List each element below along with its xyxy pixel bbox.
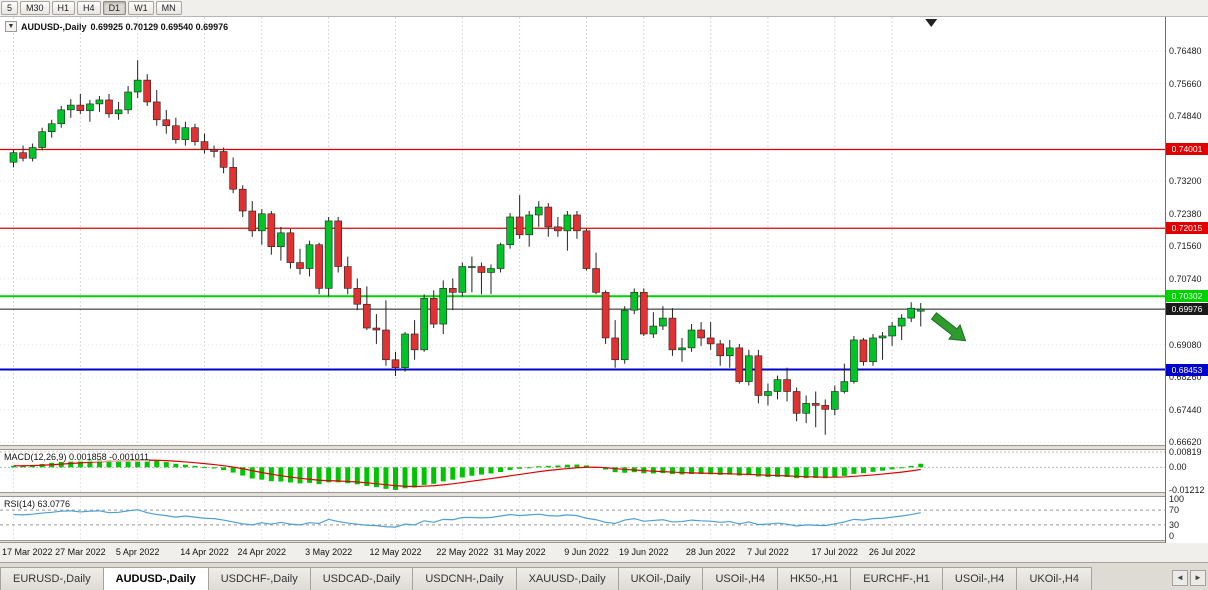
price-level-badge: 0.74001 bbox=[1166, 143, 1208, 156]
macd-panel[interactable]: MACD(12,26,9) 0.001858 -0.001011 bbox=[0, 450, 1165, 492]
date-axis-label: 17 Mar 2022 bbox=[2, 547, 53, 557]
price-axis: 0.76480 0.75660 0.74840 0.73200 0.72380 0.715… bbox=[1165, 17, 1208, 543]
date-axis-label: 9 Jun 2022 bbox=[564, 547, 609, 557]
chart-tab-hk50--h1[interactable]: HK50-,H1 bbox=[778, 567, 852, 590]
price-axis-label: 0.74840 bbox=[1169, 111, 1202, 122]
candlestick-chart[interactable] bbox=[0, 17, 1165, 445]
macd-axis-label: -0.01212 bbox=[1169, 485, 1205, 495]
price-axis-label: 0.76480 bbox=[1169, 46, 1202, 57]
chart-tab-usdcad--daily[interactable]: USDCAD-,Daily bbox=[310, 567, 414, 590]
rsi-panel[interactable]: RSI(14) 63.0776 bbox=[0, 497, 1165, 540]
chart-tab-eurusd--daily[interactable]: EURUSD-,Daily bbox=[0, 567, 104, 590]
timeframe-button-h1[interactable]: H1 bbox=[51, 1, 76, 15]
price-level-badge: 0.70302 bbox=[1166, 290, 1208, 303]
timeframe-button-h4[interactable]: H4 bbox=[77, 1, 101, 15]
rsi-indicator-label: RSI(14) 63.0776 bbox=[4, 499, 71, 509]
date-axis-label: 12 May 2022 bbox=[369, 547, 422, 557]
chart-tab-usoil--h4[interactable]: USOil-,H4 bbox=[942, 567, 1018, 590]
period-toolbar: 5 M30 H1 H4 D1 W1 MN bbox=[0, 0, 1208, 17]
rsi-value: 63.0776 bbox=[37, 499, 71, 509]
price-axis-label: 0.69080 bbox=[1169, 339, 1202, 350]
rsi-name: RSI(14) bbox=[4, 499, 36, 509]
date-axis-label: 27 Mar 2022 bbox=[55, 547, 106, 557]
price-axis-label: 0.71560 bbox=[1169, 241, 1202, 252]
tab-scroll-arrows: ◄ ► bbox=[1172, 570, 1206, 586]
chart-tab-ukoil--daily[interactable]: UKOil-,Daily bbox=[618, 567, 704, 590]
price-axis-label: 0.66620 bbox=[1169, 437, 1202, 448]
chart-tabs: EURUSD-,Daily AUDUSD-,Daily USDCHF-,Daily U… bbox=[0, 567, 1092, 590]
chart-title: ▼ AUDUSD-,Daily 0.69925 0.70129 0.69540 … bbox=[5, 21, 228, 32]
rsi-axis-label: 30 bbox=[1169, 519, 1180, 530]
chart-tab-xauusd--daily[interactable]: XAUUSD-,Daily bbox=[516, 567, 619, 590]
date-axis-label: 28 Jun 2022 bbox=[685, 547, 736, 557]
macd-values: 0.001858 -0.001011 bbox=[69, 452, 149, 462]
date-axis-label: 26 Jul 2022 bbox=[868, 547, 916, 557]
date-axis-label: 5 Apr 2022 bbox=[115, 547, 160, 557]
price-axis-label: 0.68260 bbox=[1169, 372, 1202, 383]
rsi-axis-label: 100 bbox=[1169, 494, 1185, 504]
chart-tab-audusd--daily[interactable]: AUDUSD-,Daily bbox=[103, 567, 209, 590]
chart-tab-eurchf--h1[interactable]: EURCHF-,H1 bbox=[851, 567, 943, 590]
date-axis-label: 14 Apr 2022 bbox=[180, 547, 229, 557]
panel-splitter[interactable] bbox=[0, 492, 1208, 497]
tab-scroll-right-icon[interactable]: ► bbox=[1190, 570, 1206, 586]
rsi-axis-label: 0 bbox=[1169, 531, 1175, 541]
price-level-badge: 0.68453 bbox=[1166, 363, 1208, 376]
main-chart-panel[interactable]: ▼ AUDUSD-,Daily 0.69925 0.70129 0.69540 … bbox=[0, 17, 1165, 445]
price-axis-label: 0.73200 bbox=[1169, 176, 1202, 187]
panel-splitter[interactable] bbox=[0, 540, 1208, 543]
chart-tab-ukoil--h4[interactable]: UKOil-,H4 bbox=[1017, 567, 1092, 590]
macd-name: MACD(12,26,9) bbox=[4, 452, 67, 462]
date-axis-label: 19 Jun 2022 bbox=[619, 547, 669, 557]
macd-axis-label: 0.00 bbox=[1169, 462, 1187, 473]
chart-symbol-label: AUDUSD-,Daily bbox=[21, 21, 87, 32]
chart-ohlc-values: 0.69925 0.70129 0.69540 0.69976 bbox=[90, 21, 229, 32]
timeframe-button-5[interactable]: 5 bbox=[1, 1, 19, 15]
date-axis-label: 24 Apr 2022 bbox=[237, 547, 287, 557]
price-level-badge: 0.72015 bbox=[1166, 222, 1208, 235]
date-axis-label: 17 Jul 2022 bbox=[811, 547, 859, 557]
macd-chart[interactable] bbox=[0, 450, 1165, 492]
chart-tabbar: EURUSD-,Daily AUDUSD-,Daily USDCHF-,Daily U… bbox=[0, 562, 1208, 590]
macd-axis-label: 0.00819 bbox=[1169, 447, 1202, 457]
timeframe-button-d1[interactable]: D1 bbox=[102, 1, 127, 15]
date-axis-label: 31 May 2022 bbox=[493, 547, 546, 557]
panel-splitter[interactable] bbox=[0, 445, 1208, 450]
date-axis-label: 7 Jul 2022 bbox=[747, 547, 789, 557]
date-axis-label: 3 May 2022 bbox=[305, 547, 353, 557]
date-axis-label: 22 May 2022 bbox=[436, 547, 489, 557]
price-axis-label: 0.67440 bbox=[1169, 404, 1202, 415]
macd-indicator-label: MACD(12,26,9) 0.001858 -0.001011 bbox=[4, 452, 149, 462]
price-axis-label: 0.75660 bbox=[1169, 78, 1202, 89]
rsi-chart[interactable] bbox=[0, 497, 1165, 540]
price-axis-label: 0.72380 bbox=[1169, 208, 1202, 219]
price-level-badge: 0.69976 bbox=[1166, 303, 1208, 316]
time-axis: 17 Mar 2022 27 Mar 2022 5 Apr 2022 14 Apr 2… bbox=[0, 543, 1208, 562]
chart-tab-usdcnh--daily[interactable]: USDCNH-,Daily bbox=[413, 567, 517, 590]
chart-tab-usdchf--daily[interactable]: USDCHF-,Daily bbox=[208, 567, 311, 590]
chart-tab-usoil--h4[interactable]: USOil-,H4 bbox=[703, 567, 778, 590]
timeframe-button-mn[interactable]: MN bbox=[155, 1, 182, 15]
timeframe-button-m30[interactable]: M30 bbox=[20, 1, 50, 15]
tab-scroll-left-icon[interactable]: ◄ bbox=[1172, 570, 1188, 586]
timeframe-button-w1[interactable]: W1 bbox=[128, 1, 154, 15]
price-axis-label: 0.70740 bbox=[1169, 273, 1202, 284]
symbol-dropdown-icon[interactable]: ▼ bbox=[5, 21, 17, 32]
rsi-axis-label: 70 bbox=[1169, 505, 1180, 516]
